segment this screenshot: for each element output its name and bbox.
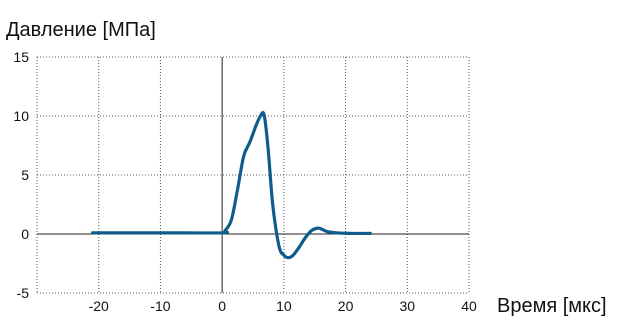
y-tick-label: 0 [21,226,29,242]
x-axis-label: Время [мкс] [497,295,607,317]
y-axis-label: Давление [МПа] [6,19,156,41]
series-lines [90,110,372,260]
grid [36,56,470,294]
tick-labels: -20 -10 0 10 20 30 40 15 10 5 0 -5 [13,49,477,314]
y-tick-label: 5 [21,167,29,183]
y-tick-label: -5 [17,285,30,301]
x-tick-label: 20 [338,298,354,314]
pressure-line [90,110,372,260]
y-tick-label: 15 [13,49,29,65]
y-tick-label: 10 [13,108,29,124]
x-tick-label: 0 [218,298,226,314]
x-tick-label: -10 [150,298,170,314]
x-tick-label: -20 [89,298,109,314]
x-tick-label: 30 [399,298,415,314]
x-tick-label: 10 [276,298,292,314]
x-tick-label: 40 [461,298,477,314]
